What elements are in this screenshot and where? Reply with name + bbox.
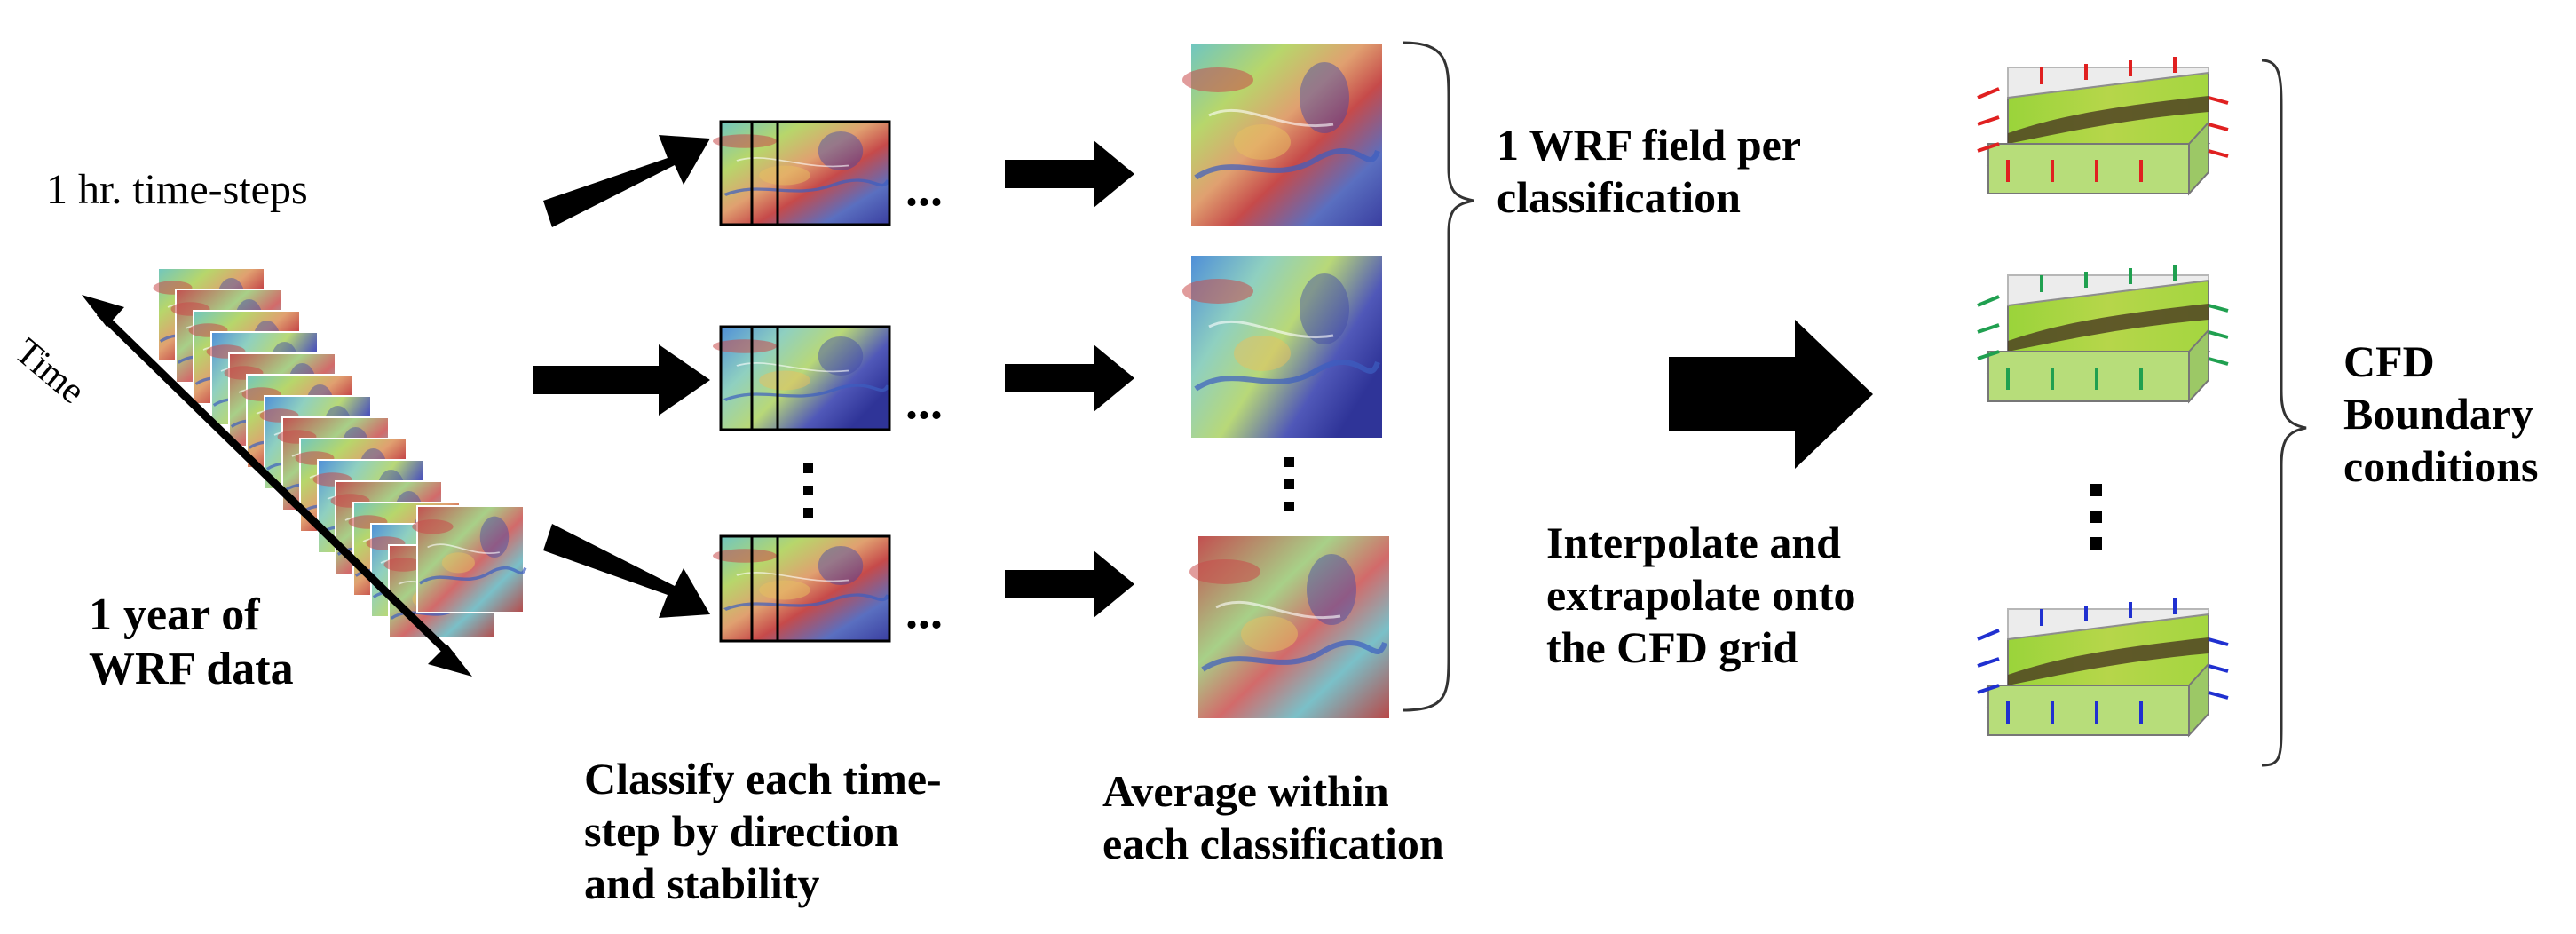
classify-line2: step by direction bbox=[584, 806, 899, 856]
wrf-field-caption: 1 WRF field per classification bbox=[1497, 119, 1801, 224]
ellipsis-row3: ... bbox=[905, 584, 943, 639]
brace-wrf-fields bbox=[1402, 41, 1474, 712]
wrf-timestep-stack bbox=[151, 267, 527, 639]
average-line1: Average within bbox=[1102, 766, 1389, 816]
average-line2: each classification bbox=[1102, 819, 1444, 868]
arrow-to-average-mid bbox=[1005, 344, 1134, 412]
time-axis-arrow bbox=[82, 295, 472, 677]
arrow-to-class-bottom bbox=[543, 524, 710, 618]
ellipsis-row1: ... bbox=[905, 162, 943, 217]
cfd-caption: CFD Boundary conditions bbox=[2343, 336, 2539, 493]
averaged-field-1 bbox=[1182, 44, 1382, 226]
cfd-line3: conditions bbox=[2343, 441, 2539, 491]
cfd-line2: Boundary bbox=[2343, 389, 2533, 439]
ellipsis-row2: ... bbox=[905, 375, 943, 430]
arrow-to-class-top bbox=[543, 135, 710, 227]
cfd-box-1 bbox=[1977, 57, 2229, 196]
year-data-line2: WRF data bbox=[89, 644, 294, 695]
vertical-ellipsis-class bbox=[803, 463, 813, 518]
arrow-to-class-mid bbox=[533, 344, 710, 416]
classify-caption: Classify each time- step by direction an… bbox=[584, 753, 942, 910]
interpolate-caption: Interpolate and extrapolate onto the CFD… bbox=[1546, 517, 1856, 674]
cfd-box-2 bbox=[1977, 265, 2229, 404]
cfd-box-3 bbox=[1977, 598, 2229, 738]
average-caption: Average within each classification bbox=[1102, 765, 1444, 870]
cfd-line1: CFD bbox=[2343, 336, 2435, 386]
year-data-line1: 1 year of bbox=[89, 590, 260, 640]
arrow-to-average-top bbox=[1005, 140, 1134, 208]
classify-line1: Classify each time- bbox=[584, 754, 942, 803]
averaged-field-3 bbox=[1189, 536, 1389, 718]
classified-fields-row1 bbox=[713, 120, 889, 226]
wrf-field-line1: 1 WRF field per bbox=[1497, 120, 1802, 170]
vertical-ellipsis-cfd bbox=[2090, 484, 2102, 550]
interpolate-line1: Interpolate and bbox=[1546, 518, 1841, 567]
brace-cfd bbox=[2261, 59, 2307, 767]
classify-line3: and stability bbox=[584, 859, 820, 908]
interpolate-line3: the CFD grid bbox=[1546, 622, 1798, 672]
interpolate-line2: extrapolate onto bbox=[1546, 570, 1856, 620]
timesteps-label: 1 hr. time-steps bbox=[46, 166, 308, 213]
arrow-to-average-bottom bbox=[1005, 550, 1134, 618]
classified-fields-row3 bbox=[713, 534, 889, 643]
year-data-label: 1 year of WRF data bbox=[89, 588, 294, 697]
vertical-ellipsis-average bbox=[1284, 457, 1294, 511]
averaged-field-2 bbox=[1182, 256, 1382, 438]
classified-fields-row2 bbox=[713, 325, 889, 431]
arrow-to-cfd bbox=[1669, 320, 1873, 469]
wrf-field-line2: classification bbox=[1497, 172, 1741, 222]
